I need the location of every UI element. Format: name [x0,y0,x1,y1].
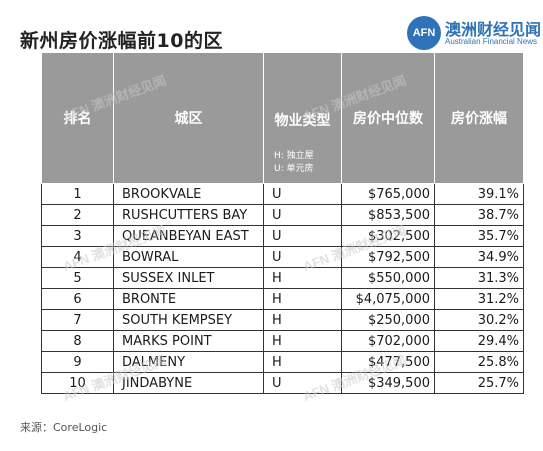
legend-unit: U: 单元房 [274,164,314,174]
property-type-cell: H [263,288,342,310]
growth-cell: 25.7% [434,372,524,394]
rank-cell: 7 [41,309,114,331]
property-type-cell: U [263,225,342,247]
table-row: 4 BOWRAL U $792,500 34.9% [41,246,524,268]
median-price-cell: $349,500 [341,372,435,394]
district-cell: RUSHCUTTERS BAY [113,204,264,226]
header-district: 城区 [113,52,264,184]
property-type-cell: H [263,351,342,373]
table-row: 9 DALMENY H $477,500 25.8% [41,351,524,373]
growth-cell: 38.7% [434,204,524,226]
table-row: 10 JINDABYNE U $349,500 25.7% [41,372,524,394]
district-cell: SOUTH KEMPSEY [113,309,264,331]
header-property-type: 物业类型 H: 独立屋 U: 单元房 [263,52,342,184]
header-rank: 排名 [41,52,114,184]
price-growth-table: 排名 城区 物业类型 H: 独立屋 U: 单元房 房价中位数 房价涨幅 1 BRO… [41,52,524,394]
median-price-cell: $302,500 [341,225,435,247]
median-price-cell: $4,075,000 [341,288,435,310]
property-type-cell: H [263,309,342,331]
source-note: 来源：CoreLogic [20,421,108,434]
rank-cell: 6 [41,288,114,310]
property-type-cell: H [263,267,342,289]
median-price-cell: $702,000 [341,330,435,352]
median-price-cell: $765,000 [341,183,435,205]
afn-logo: AFN 澳洲财经见闻 Australian Financial News [407,14,541,52]
growth-cell: 31.2% [434,288,524,310]
header-growth: 房价涨幅 [434,52,524,184]
rank-cell: 9 [41,351,114,373]
afn-logo-icon: AFN [407,16,441,50]
table-body: 1 BROOKVALE U $765,000 39.1% 2 RUSHCUTTERS BAY… [41,183,524,394]
district-cell: BROOKVALE [113,183,264,205]
district-cell: QUEANBEYAN EAST [113,225,264,247]
page-title: 新州房价涨幅前10的区 [20,30,223,52]
logo-name-en: Australian Financial News [445,37,538,46]
property-type-cell: U [263,246,342,268]
growth-cell: 29.4% [434,330,524,352]
legend-house: H: 独立屋 [274,151,314,161]
rank-cell: 3 [41,225,114,247]
table-row: 3 QUEANBEYAN EAST U $302,500 35.7% [41,225,524,247]
district-cell: BOWRAL [113,246,264,268]
median-price-cell: $792,500 [341,246,435,268]
rank-cell: 5 [41,267,114,289]
median-price-cell: $550,000 [341,267,435,289]
growth-cell: 30.2% [434,309,524,331]
logo-name-cn: 澳洲财经见闻 [445,20,542,39]
table-row: 2 RUSHCUTTERS BAY U $853,500 38.7% [41,204,524,226]
table-row: 1 BROOKVALE U $765,000 39.1% [41,183,524,205]
median-price-cell: $250,000 [341,309,435,331]
growth-cell: 39.1% [434,183,524,205]
table-header-row: 排名 城区 物业类型 H: 独立屋 U: 单元房 房价中位数 房价涨幅 [41,52,524,184]
property-type-legend: H: 独立屋 U: 单元房 [274,150,341,176]
median-price-cell: $477,500 [341,351,435,373]
rank-cell: 2 [41,204,114,226]
property-type-cell: U [263,372,342,394]
table-row: 6 BRONTE H $4,075,000 31.2% [41,288,524,310]
rank-cell: 10 [41,372,114,394]
district-cell: SUSSEX INLET [113,267,264,289]
rank-cell: 8 [41,330,114,352]
median-price-cell: $853,500 [341,204,435,226]
property-type-cell: U [263,204,342,226]
district-cell: JINDABYNE [113,372,264,394]
rank-cell: 4 [41,246,114,268]
header-property-type-label: 物业类型 [274,113,331,129]
district-cell: BRONTE [113,288,264,310]
growth-cell: 25.8% [434,351,524,373]
property-type-cell: H [263,330,342,352]
growth-cell: 31.3% [434,267,524,289]
property-type-cell: U [263,183,342,205]
table-row: 7 SOUTH KEMPSEY H $250,000 30.2% [41,309,524,331]
growth-cell: 34.9% [434,246,524,268]
table-row: 5 SUSSEX INLET H $550,000 31.3% [41,267,524,289]
table-row: 8 MARKS POINT H $702,000 29.4% [41,330,524,352]
district-cell: DALMENY [113,351,264,373]
header-median-price: 房价中位数 [341,52,435,184]
growth-cell: 35.7% [434,225,524,247]
rank-cell: 1 [41,183,114,205]
district-cell: MARKS POINT [113,330,264,352]
